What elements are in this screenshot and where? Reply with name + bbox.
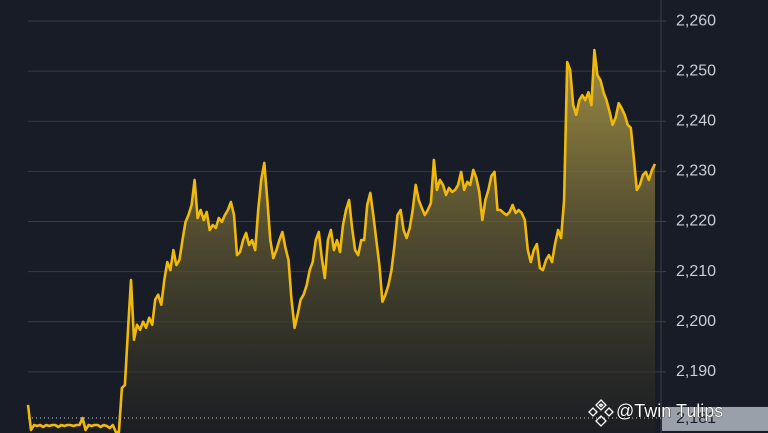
y-tick-label: 2,200 — [676, 313, 716, 330]
y-tick-label: 2,240 — [676, 112, 716, 129]
y-tick-label: 2,230 — [676, 163, 716, 180]
y-tick-label: 2,190 — [676, 363, 716, 380]
y-tick-label: 2,260 — [676, 12, 716, 29]
price-label-box — [662, 406, 768, 431]
price-label: 2,181 — [676, 410, 716, 427]
y-tick-label: 2,210 — [676, 263, 716, 280]
y-tick-label: 2,220 — [676, 213, 716, 230]
y-tick-label: 2,250 — [676, 62, 716, 79]
price-line — [26, 48, 657, 433]
watermark-logo — [588, 399, 614, 427]
watermark: @Twin Tulips — [588, 399, 724, 427]
watermark-text: @Twin Tulips — [616, 401, 723, 421]
